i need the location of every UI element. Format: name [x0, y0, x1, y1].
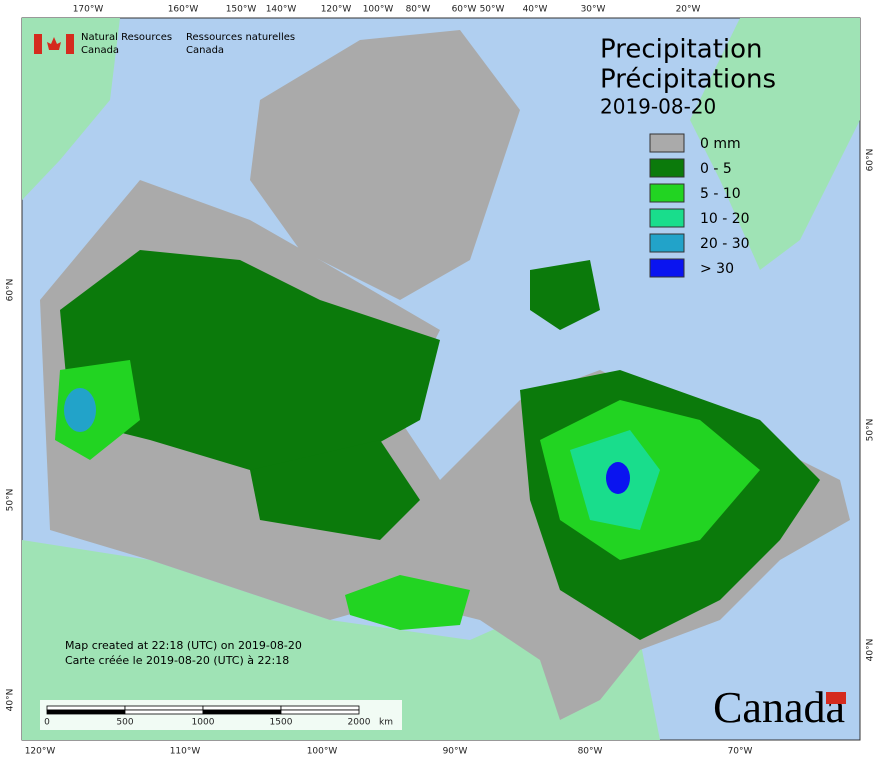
latitude-label: 50°N	[6, 489, 16, 512]
legend-label: 0 - 5	[700, 161, 732, 177]
longitude-label: 120°W	[25, 747, 56, 757]
latitude-label: 50°N	[866, 419, 876, 442]
longitude-label: 50°W	[480, 5, 505, 15]
longitude-label: 100°W	[307, 747, 338, 757]
legend-swatch	[649, 233, 685, 253]
wordmark-flag	[826, 692, 846, 704]
flag-bar	[34, 34, 42, 54]
legend-label: 0 mm	[700, 136, 741, 152]
scale-segment	[280, 709, 360, 715]
longitude-label: 70°W	[728, 747, 753, 757]
scale-segment	[46, 705, 126, 711]
longitude-label: 160°W	[168, 5, 199, 15]
legend-swatch	[649, 208, 685, 228]
rain-zone	[606, 462, 630, 494]
note: Map created at 22:18 (UTC) on 2019-08-20	[65, 639, 302, 652]
scale-label: 1500	[270, 718, 293, 728]
legend-swatch	[649, 133, 685, 153]
usa-land	[22, 540, 660, 740]
scale-segment	[202, 705, 282, 711]
greenland-land	[690, 18, 860, 270]
legend-swatch	[649, 158, 685, 178]
scale-bar-bg	[40, 700, 402, 730]
longitude-label: 170°W	[73, 5, 104, 15]
scale-unit: km	[379, 718, 393, 728]
org-name: Natural Resources	[81, 32, 172, 43]
longitude-label: 80°W	[578, 747, 603, 757]
longitude-label: 30°W	[581, 5, 606, 15]
legend-swatch	[649, 183, 685, 203]
scale-label: 500	[116, 718, 133, 728]
scale-segment	[46, 709, 126, 715]
title: Précipitations	[600, 65, 776, 95]
scale-label: 2000	[348, 718, 371, 728]
arctic-islands	[250, 30, 520, 300]
scale-label: 1000	[192, 718, 215, 728]
wordmark: Canada	[713, 683, 845, 732]
longitude-label: 80°W	[406, 5, 431, 15]
longitude-label: 140°W	[266, 5, 297, 15]
latitude-label: 60°N	[866, 149, 876, 172]
title: Precipitation	[600, 35, 763, 65]
scale-label: 0	[44, 718, 50, 728]
rain-zone	[345, 575, 470, 630]
rain-zone	[250, 440, 420, 540]
latitude-label: 40°N	[866, 639, 876, 662]
legend-label: 10 - 20	[700, 211, 750, 227]
rain-zone	[55, 360, 140, 460]
legend-label: > 30	[700, 261, 734, 277]
org-name: Canada	[186, 45, 224, 56]
date: 2019-08-20	[600, 95, 716, 119]
longitude-label: 100°W	[363, 5, 394, 15]
longitude-label: 110°W	[170, 747, 201, 757]
rain-zone	[64, 388, 96, 432]
alaska-land	[22, 18, 120, 200]
longitude-label: 150°W	[226, 5, 257, 15]
scale-segment	[202, 709, 282, 715]
latitude-label: 60°N	[6, 279, 16, 302]
latitude-label: 40°N	[6, 689, 16, 712]
longitude-label: 60°W	[452, 5, 477, 15]
flag-leaf	[47, 37, 61, 50]
longitude-label: 120°W	[321, 5, 352, 15]
org-name: Canada	[81, 45, 119, 56]
rain-zone	[530, 260, 600, 330]
note: Carte créée le 2019-08-20 (UTC) à 22:18	[65, 654, 289, 667]
longitude-label: 20°W	[676, 5, 701, 15]
flag-bar	[66, 34, 74, 54]
scale-segment	[124, 709, 204, 715]
scale-segment	[124, 705, 204, 711]
legend-label: 5 - 10	[700, 186, 741, 202]
legend-swatch	[649, 258, 685, 278]
scale-segment	[280, 705, 360, 711]
rain-zone	[60, 250, 440, 470]
longitude-label: 40°W	[523, 5, 548, 15]
longitude-label: 90°W	[443, 747, 468, 757]
org-name: Ressources naturelles	[186, 32, 295, 43]
legend-label: 20 - 30	[700, 236, 750, 252]
